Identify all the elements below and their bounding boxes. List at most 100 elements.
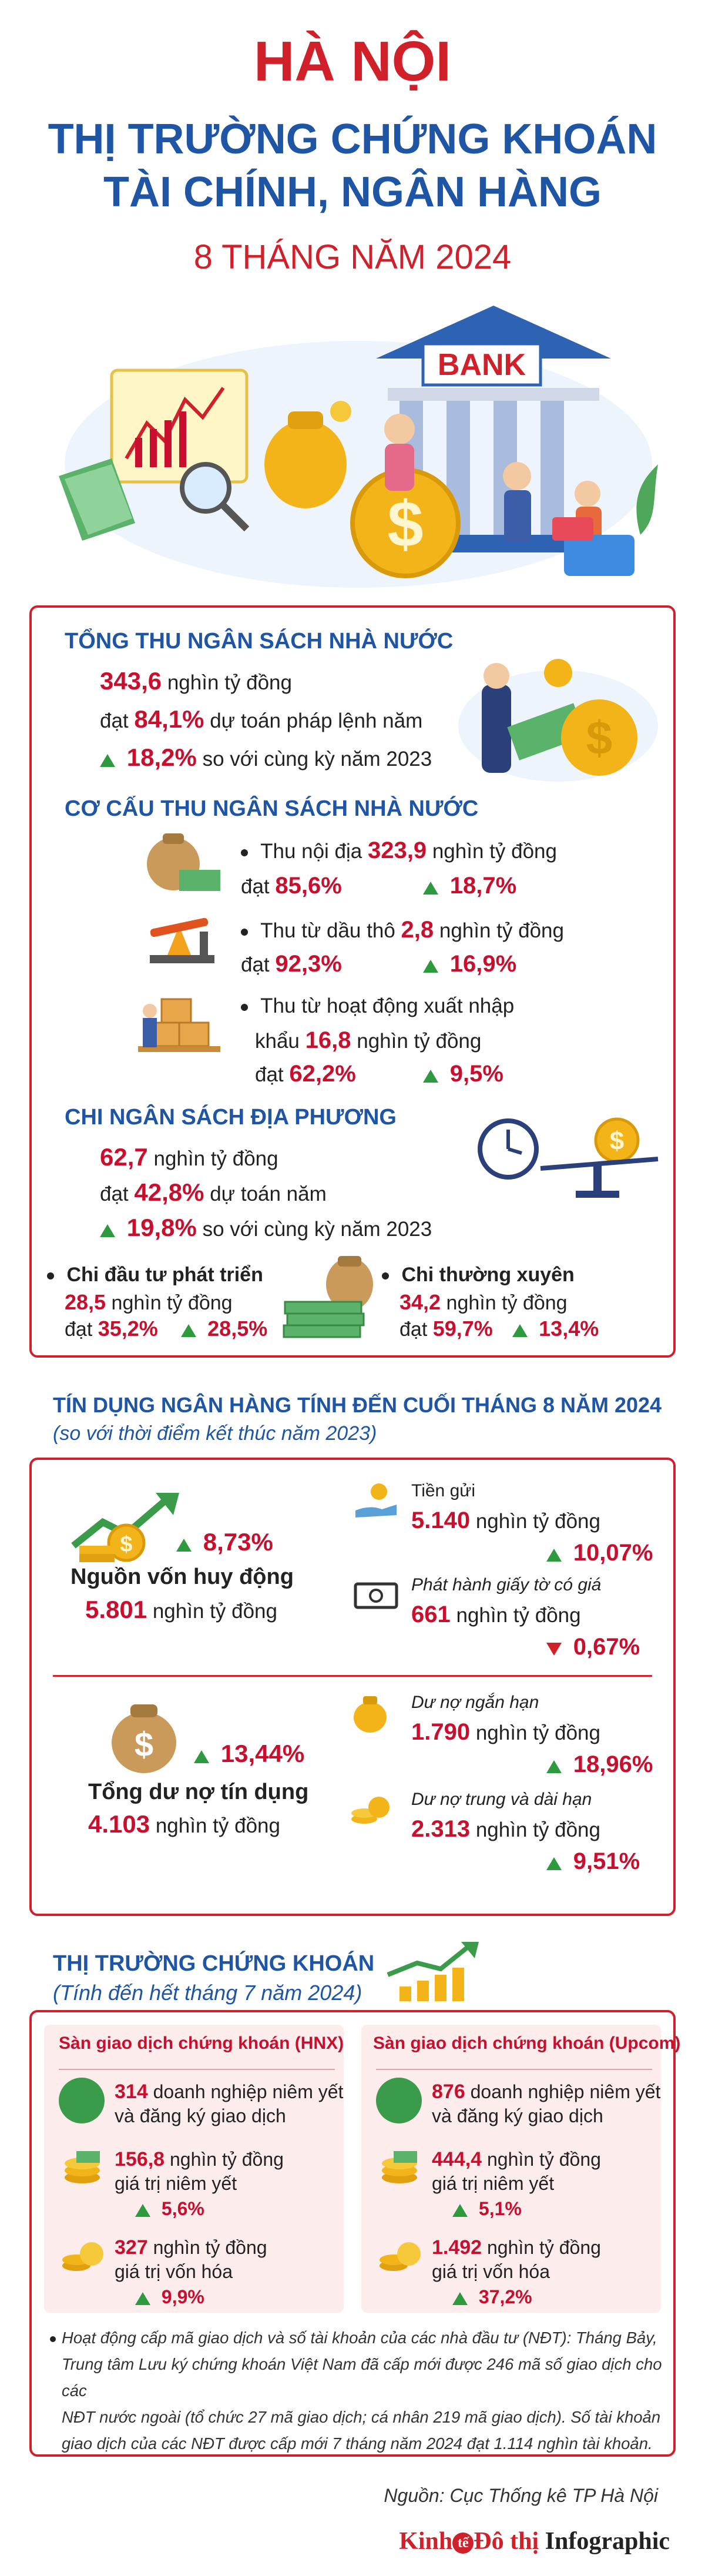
arrow-up-icon xyxy=(100,753,115,767)
coin-stack-icon xyxy=(380,2242,421,2271)
svg-text:$: $ xyxy=(586,712,613,764)
structure-item-3-line1: Thu từ hoạt động xuất nhập xyxy=(241,994,514,1018)
svg-text:$: $ xyxy=(135,1726,153,1764)
upcom-listed-line1: 444,4 nghìn tỷ đồng xyxy=(432,2148,601,2171)
upcom-companies-line1: 876 doanh nghiệp niêm yết xyxy=(432,2081,660,2103)
regular-spending-line3: đạt 59,7% 13,4% xyxy=(400,1317,599,1341)
hnx-companies-line1: 314 doanh nghiệp niêm yết xyxy=(115,2081,343,2103)
loans-growth: 13,44% xyxy=(220,1740,305,1767)
title-line1: THỊ TRƯỜNG CHỨNG KHOÁN xyxy=(48,116,657,163)
upcom-cap-line1: 1.492 nghìn tỷ đồng xyxy=(432,2236,601,2259)
arrow-up-icon xyxy=(452,2203,468,2217)
hnx-cap-growth: 9,9% xyxy=(161,2286,204,2307)
credit-title: TÍN DỤNG NGÂN HÀNG TÍNH ĐẾN CUỐI THÁNG 8… xyxy=(53,1393,662,1417)
arrow-up-icon xyxy=(194,1750,209,1763)
budget-growth-suffix: so với cùng kỳ năm 2023 xyxy=(202,748,432,771)
spending-amount: 62,7 xyxy=(100,1143,148,1171)
stock-note-line2: Trung tâm Lưu ký chứng khoán Việt Nam đã… xyxy=(62,2355,662,2400)
structure-item-3-reach-prefix: đạt xyxy=(255,1063,284,1086)
brand-part-c: Đô thị xyxy=(474,2528,539,2555)
long-value: 2.313 xyxy=(411,1816,471,1842)
dev-spending-line1: Chi đầu tư phát triển xyxy=(47,1264,263,1287)
bank-sign: BANK xyxy=(438,348,526,382)
arrow-up-icon xyxy=(423,1069,438,1083)
coin-stack-icon xyxy=(382,2151,417,2183)
bullet-icon xyxy=(382,1272,389,1280)
regular-spending-line2: 34,2 nghìn tỷ đồng xyxy=(400,1290,568,1315)
deposits-unit: nghìn tỷ đồng xyxy=(475,1510,600,1533)
bullet-icon xyxy=(241,928,248,936)
long-unit: nghìn tỷ đồng xyxy=(475,1818,600,1841)
structure-item-2-growth-line: 16,9% xyxy=(423,951,516,977)
title-city: HÀ NỘI xyxy=(254,30,451,93)
structure-item-3-value: 16,8 xyxy=(305,1027,351,1053)
bar-chart-icon xyxy=(387,1942,479,2001)
brand-part-a: Kinh xyxy=(399,2528,453,2555)
coin-stack-icon xyxy=(62,2242,103,2271)
regular-spending-line1: Chi thường xuyên xyxy=(382,1264,575,1287)
stock-note-line3: NĐT nước ngoài (tổ chức 27 mã giao dịch;… xyxy=(62,2408,661,2426)
mobilized-growth: 8,73% xyxy=(203,1528,273,1556)
growth-chart-icon: $ xyxy=(71,1493,179,1562)
regular-spending-value: 34,2 xyxy=(400,1290,441,1314)
regular-spending-unit: nghìn tỷ đồng xyxy=(446,1292,568,1314)
arrow-up-icon xyxy=(423,881,438,895)
long-change-line: 9,51% xyxy=(546,1848,640,1875)
source-text: Nguồn: Cục Thống kê TP Hà Nội xyxy=(384,2485,658,2506)
long-change: 9,51% xyxy=(573,1848,640,1874)
structure-item-3-line3: đạt 62,2% xyxy=(255,1061,356,1087)
hand-coin-icon xyxy=(355,1483,397,1518)
dev-spending-growth: 28,5% xyxy=(207,1317,268,1341)
dev-spending-unit: nghìn tỷ đồng xyxy=(111,1292,233,1314)
upcom-companies-text2: và đăng ký giao dịch xyxy=(432,2105,603,2126)
hnx-companies-text2: và đăng ký giao dịch xyxy=(115,2105,286,2126)
structure-item-1-unit: nghìn tỷ đồng xyxy=(432,840,557,863)
stock-subtitle: (Tính đến hết tháng 7 năm 2024) xyxy=(53,1981,362,2005)
hnx-companies: 314 xyxy=(115,2081,148,2103)
oil-pump-icon xyxy=(150,917,214,963)
spending-growth-line: 19,8% so với cùng kỳ năm 2023 xyxy=(100,1214,432,1242)
upcom-companies: 876 xyxy=(432,2081,465,2103)
svg-text:$: $ xyxy=(387,488,423,561)
budget-reach-pct: 84,1% xyxy=(134,705,204,733)
arrow-up-icon xyxy=(100,1224,115,1237)
budget-amount-line: 343,6 nghìn tỷ đồng xyxy=(100,667,292,695)
regular-spending-reach: 59,7% xyxy=(432,1317,493,1341)
upcom-cap-growth-line: 37,2% xyxy=(452,2286,532,2308)
budget-reach-prefix: đạt xyxy=(100,709,129,732)
papers-value-line: 661 nghìn tỷ đồng xyxy=(411,1602,581,1628)
coin-stack-icon xyxy=(351,1797,390,1824)
banknote-icon xyxy=(354,1582,398,1609)
structure-item-3-reach: 62,2% xyxy=(289,1061,356,1087)
stock-note: Hoạt động cấp mã giao dịch và số tài kho… xyxy=(50,2324,667,2457)
papers-change-line: 0,67% xyxy=(546,1634,640,1660)
budget-reach-suffix: dự toán pháp lệnh năm xyxy=(210,709,423,732)
bullet-icon xyxy=(241,849,248,856)
short-change: 18,96% xyxy=(573,1751,653,1777)
credit-divider xyxy=(53,1675,652,1677)
structure-item-2-value: 2,8 xyxy=(401,917,434,943)
hnx-cap-text2: giá trị vốn hóa xyxy=(115,2261,233,2282)
loans-growth-line: 13,44% xyxy=(194,1740,304,1768)
upcom-listed-growth: 5,1% xyxy=(478,2198,522,2219)
company-icon xyxy=(59,2078,105,2123)
upcom-listed-value: 444,4 xyxy=(432,2148,482,2170)
upcom-listed-growth-line: 5,1% xyxy=(452,2198,522,2220)
title-period: 8 THÁNG NĂM 2024 xyxy=(193,238,512,276)
mobilized-value-line: 5.801 nghìn tỷ đồng xyxy=(85,1596,277,1624)
short-change-line: 18,96% xyxy=(546,1751,653,1778)
structure-item-3-label2: khẩu xyxy=(255,1030,300,1053)
structure-item-1-growth: 18,7% xyxy=(449,873,517,899)
budget-amount-unit: nghìn tỷ đồng xyxy=(167,671,292,694)
hnx-cap-growth-line: 9,9% xyxy=(135,2286,204,2308)
svg-text:$: $ xyxy=(610,1127,624,1155)
budget-amount: 343,6 xyxy=(100,667,162,695)
stock-note-line1: Hoạt động cấp mã giao dịch và số tài kho… xyxy=(50,2324,667,2351)
papers-label: Phát hành giấy tờ có giá xyxy=(411,1575,602,1594)
budget-title: TỔNG THU NGÂN SÁCH NHÀ NƯỚC xyxy=(65,629,454,654)
structure-item-2-label: Thu từ dầu thô xyxy=(260,919,395,942)
company-icon xyxy=(376,2078,422,2123)
spending-title: CHI NGÂN SÁCH ĐỊA PHƯƠNG xyxy=(65,1105,397,1130)
loans-label: Tổng dư nợ tín dụng xyxy=(88,1780,309,1804)
papers-value: 661 xyxy=(411,1602,451,1627)
